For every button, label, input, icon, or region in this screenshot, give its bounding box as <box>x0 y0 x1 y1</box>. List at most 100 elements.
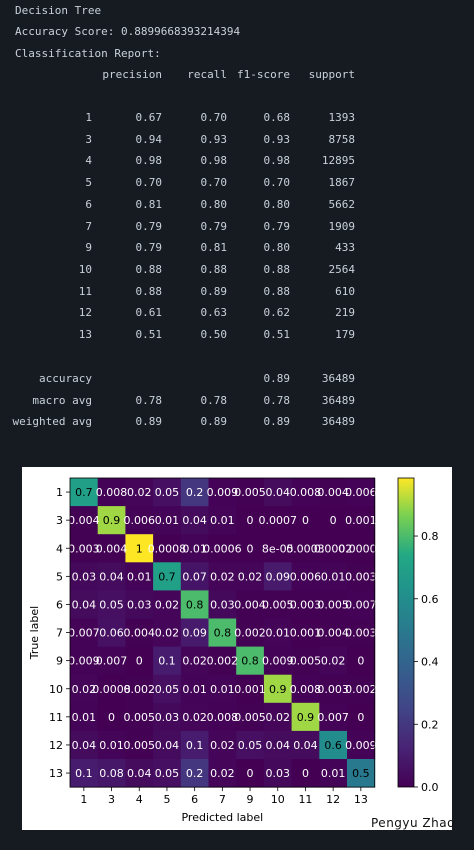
heatmap-cell <box>319 534 348 563</box>
heatmap-cell-value: 0.02 <box>182 655 207 668</box>
heatmap-cell <box>153 590 182 619</box>
heatmap-cell <box>97 730 126 760</box>
heatmap-cell-value: 0.005 <box>262 598 294 611</box>
heatmap-cell <box>347 730 376 760</box>
report-value-cell: 0.70 <box>135 176 163 190</box>
report-title-text: Classification Report: <box>15 47 161 60</box>
heatmap-cell <box>291 730 320 760</box>
heatmap-cell <box>236 534 265 563</box>
heatmap-cell <box>208 506 237 535</box>
x-axis-label: Predicted label <box>181 811 263 824</box>
report-value-cell: 0.88 <box>135 262 163 276</box>
heatmap-cell <box>347 646 376 676</box>
heatmap-cell-value: 0 <box>302 514 309 527</box>
y-tick-label: 12 <box>49 739 63 752</box>
y-tick-label: 1 <box>56 486 63 499</box>
heatmap-cell <box>70 534 99 563</box>
y-tick-label: 9 <box>56 655 63 668</box>
heatmap-cell <box>263 618 293 648</box>
heatmap-cell-value: 0.009 <box>68 655 100 668</box>
confusion-matrix-figure: 0.7 0.008 0.02 0.05 0.2 0.009 0.005 0.04 0.008 0.… <box>22 467 452 830</box>
heatmap-cell <box>97 562 126 591</box>
heatmap-cell <box>319 506 348 535</box>
heatmap-cell <box>319 702 348 732</box>
heatmap-cell <box>263 590 293 619</box>
report-value-cell: 0.63 <box>200 306 228 320</box>
heatmap-cell-value: 0.007 <box>68 627 100 640</box>
heatmap-cell <box>208 702 237 732</box>
heatmap-cell <box>263 730 293 760</box>
heatmap-cell <box>70 590 99 619</box>
y-tick-label: 11 <box>49 711 63 724</box>
heatmap-cell <box>291 674 320 704</box>
y-tick-label: 10 <box>49 683 63 696</box>
x-tick-label: 13 <box>354 793 368 806</box>
heatmap-cell <box>347 590 376 619</box>
heatmap-cell-value: 0.008 <box>290 486 322 499</box>
heatmap-cell-value: 0.03 <box>72 570 97 583</box>
heatmap-cell-value: 0.00006 <box>338 542 384 555</box>
heatmap-cell <box>291 618 320 648</box>
heatmap-cell-value: 0.0002 <box>314 542 353 555</box>
heatmap-cell-value: 0.005 <box>290 655 322 668</box>
report-value-cell: 0.79 <box>263 219 291 233</box>
notebook-output: Decision Tree Accuracy Score: 0.88996683… <box>13 4 356 428</box>
heatmap-cell-value: 8e-05 <box>262 542 294 555</box>
report-value-cell: 0.50 <box>200 328 228 341</box>
heatmap-cell <box>347 562 376 591</box>
heatmap-cell-value: 0.002 <box>124 683 156 696</box>
heatmap-cell-value: 0.002 <box>234 627 266 640</box>
heatmap-cell-value: 0.01 <box>182 683 207 696</box>
heatmap-cell-value: 0.003 <box>68 542 100 555</box>
report-value-cell: 0.70 <box>200 111 228 124</box>
heatmap-cell <box>347 759 376 788</box>
heatmap-cell-value: 0.05 <box>238 739 262 752</box>
heatmap-cell <box>236 590 265 619</box>
heatmap-cell-value: 0.003 <box>317 683 349 696</box>
heatmap-cell <box>236 702 265 732</box>
report-value-cell: 1909 <box>328 219 356 233</box>
heatmap-cell-value: 0 <box>330 514 337 527</box>
colorbar-tick-label: 0.4 <box>421 656 439 669</box>
heatmap-cell-value: 0 <box>357 711 364 724</box>
report-summary-cell: 36489 <box>321 372 355 385</box>
heatmap-cell <box>208 590 237 619</box>
heatmap-cell-value: 0.0006 <box>203 542 242 555</box>
heatmap-cell <box>208 674 237 704</box>
heatmap-cell <box>97 590 126 619</box>
heatmap-cell-value: 0.04 <box>155 739 180 752</box>
heatmap-cell-value: 0.007 <box>317 711 349 724</box>
heatmap-cell-value: 0.005 <box>317 598 349 611</box>
heatmap-cell <box>180 674 209 704</box>
report-value-cell: 0.88 <box>263 262 291 276</box>
x-tick-label: 6 <box>191 793 198 806</box>
report-value-cell: 0.70 <box>263 176 291 190</box>
report-class-label: 1 <box>85 111 92 124</box>
heatmap-cell <box>319 618 348 648</box>
heatmap-cell-value: 0 <box>302 767 309 780</box>
heatmap-cell-value: 0.04 <box>72 598 97 611</box>
report-class-label: 9 <box>85 241 92 255</box>
heatmap-cell <box>97 534 126 563</box>
heatmap-cell-value: 0.03 <box>210 598 235 611</box>
report-value-cell: 0.80 <box>200 197 228 211</box>
heatmap-cell-value: 0.005 <box>234 711 266 724</box>
report-value-cell: 8758 <box>328 132 356 146</box>
heatmap-cell-value: 0.002 <box>345 683 377 696</box>
colorbar <box>397 477 415 788</box>
report-value-cell: 0.51 <box>263 328 291 341</box>
x-tick-label: 10 <box>271 793 285 806</box>
heatmap-cell-value: 0.05 <box>155 683 180 696</box>
heatmap-cell-value: 0.05 <box>155 767 180 780</box>
y-axis-label: True label <box>28 606 41 660</box>
report-value-cell: 0.51 <box>135 328 163 341</box>
heatmap-cell <box>70 702 99 732</box>
heatmap-cell <box>125 730 154 760</box>
report-class-label: 6 <box>85 197 92 211</box>
heatmap-cell <box>319 646 348 676</box>
heatmap-cell <box>347 534 376 563</box>
report-value-cell: 0.68 <box>263 111 291 124</box>
heatmap-cell-value: 0.8 <box>214 627 232 640</box>
heatmap-cell <box>153 534 182 563</box>
report-header-cell: f1-score <box>237 68 290 81</box>
